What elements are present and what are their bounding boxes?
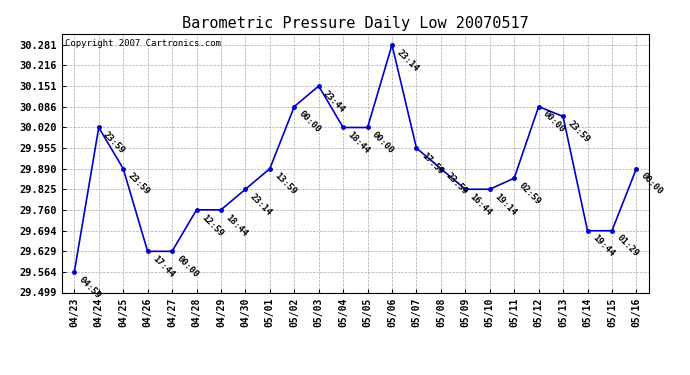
Text: 13:59: 13:59 xyxy=(273,171,298,197)
Text: 23:59: 23:59 xyxy=(444,171,469,197)
Text: 00:00: 00:00 xyxy=(371,130,395,156)
Text: 23:44: 23:44 xyxy=(322,89,347,114)
Text: 16:44: 16:44 xyxy=(468,192,493,217)
Text: 18:44: 18:44 xyxy=(224,213,249,238)
Text: 23:59: 23:59 xyxy=(126,171,151,197)
Text: 00:00: 00:00 xyxy=(542,110,566,135)
Text: 00:00: 00:00 xyxy=(297,110,322,135)
Text: 17:59: 17:59 xyxy=(420,151,444,176)
Text: 00:00: 00:00 xyxy=(639,171,664,197)
Text: 23:14: 23:14 xyxy=(248,192,273,217)
Text: 23:59: 23:59 xyxy=(566,119,591,144)
Text: 04:59: 04:59 xyxy=(77,275,102,300)
Text: 12:59: 12:59 xyxy=(199,213,225,238)
Text: 02:59: 02:59 xyxy=(517,181,542,206)
Text: 17:44: 17:44 xyxy=(150,254,176,279)
Text: 18:44: 18:44 xyxy=(346,130,371,156)
Text: Copyright 2007 Cartronics.com: Copyright 2007 Cartronics.com xyxy=(65,39,221,48)
Title: Barometric Pressure Daily Low 20070517: Barometric Pressure Daily Low 20070517 xyxy=(182,16,529,31)
Text: 01:29: 01:29 xyxy=(615,234,640,259)
Text: 19:44: 19:44 xyxy=(590,234,615,259)
Text: 00:00: 00:00 xyxy=(175,254,200,279)
Text: 23:59: 23:59 xyxy=(101,130,127,156)
Text: 23:14: 23:14 xyxy=(395,48,420,73)
Text: 19:14: 19:14 xyxy=(493,192,518,217)
